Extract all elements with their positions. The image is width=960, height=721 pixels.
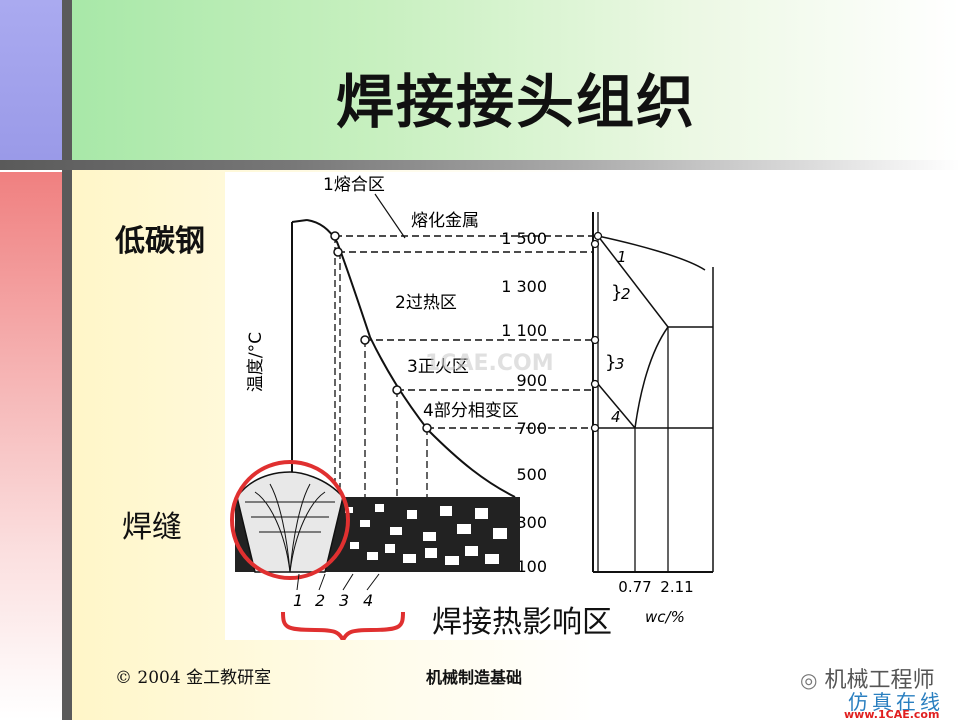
- wechat-icon: ◎: [800, 668, 818, 692]
- bottom-zone-1: 1: [293, 591, 303, 610]
- zone-label-1: 1熔合区: [323, 175, 385, 195]
- watermark-sub: 仿真在线: [848, 690, 944, 714]
- phase-point-1450: [590, 239, 600, 249]
- curve-point-1b: [333, 247, 343, 257]
- brace-3: }: [605, 352, 616, 373]
- curve-point-3: [392, 385, 402, 395]
- tick-1500: 1 500: [501, 229, 547, 248]
- solidus-line: [597, 235, 669, 328]
- phase-point-1100: [590, 335, 600, 345]
- footer-course: 机械制造基础: [426, 668, 523, 687]
- bottom-zone-3: 3: [339, 591, 349, 610]
- weld-bead: [236, 471, 344, 573]
- bottom-zone-2: 2: [315, 591, 325, 610]
- grain-texture: [345, 504, 507, 565]
- diagram-svg: 温度/°C 1熔合区 熔化金属 2过热区 3正火区 4部分相变区 1CAE.C: [230, 175, 714, 645]
- center-watermark: 1CAE.COM: [425, 351, 554, 376]
- watermark-logo: ◎ 机械工程师: [800, 662, 934, 694]
- weld-joint-diagram: 温度/°C 1熔合区 熔化金属 2过热区 3正火区 4部分相变区 1CAE.C: [225, 172, 725, 645]
- zone-1-leader: [374, 193, 406, 239]
- watermark-logo-text: 机械工程师: [824, 668, 935, 693]
- tick-500: 500: [516, 465, 547, 484]
- tick-300: 300: [516, 513, 547, 532]
- slide-title: 焊接接头组织: [335, 68, 696, 136]
- zone-label-molten: 熔化金属: [411, 211, 479, 231]
- footer-copyright: © 2004 金工教研室: [115, 668, 272, 688]
- weld-bead-lines: [245, 483, 335, 573]
- carbon-axis-label: wc/%: [645, 608, 685, 626]
- haz-bracket: [281, 611, 405, 645]
- acm-line: [634, 326, 669, 429]
- vertical-divider: [62, 0, 72, 720]
- bottom-zone-4: 4: [363, 591, 373, 610]
- tick-1300: 1 300: [501, 277, 547, 296]
- label-haz: 焊接热影响区: [432, 605, 612, 640]
- phase-point-700: [590, 423, 600, 433]
- zone-label-2: 2过热区: [395, 293, 457, 313]
- corner-block-top: [0, 0, 62, 160]
- tick-100: 100: [516, 557, 547, 576]
- corner-block-bottom: [0, 172, 62, 720]
- y-axis-label: 温度/°C: [246, 332, 266, 392]
- tick-1100: 1 100: [501, 321, 547, 340]
- horizontal-divider: [0, 160, 960, 170]
- brace-2: }: [611, 282, 622, 303]
- carbon-tick-211: 2.11: [660, 578, 693, 596]
- phase-zone-1: 1: [617, 248, 627, 266]
- phase-zone-4: 4: [611, 408, 621, 426]
- phase-zone-3: 3: [615, 355, 625, 373]
- watermark-url: www.1CAE.com: [844, 708, 940, 721]
- curve-point-1: [330, 231, 340, 241]
- weld-highlight-circle: [230, 460, 350, 580]
- phase-point-900: [590, 379, 600, 389]
- tick-900: 900: [516, 371, 547, 390]
- a3-line: [597, 383, 636, 429]
- tick-700: 700: [516, 419, 547, 438]
- zone-label-3: 3正火区: [407, 357, 469, 377]
- label-weld: 焊缝: [122, 510, 182, 545]
- bottom-leaders: [296, 573, 380, 591]
- zone-label-4: 4部分相变区: [423, 401, 519, 421]
- curve-point-2: [360, 335, 370, 345]
- liquidus-line: [597, 235, 706, 271]
- phase-zone-2: 2: [621, 285, 631, 303]
- top-left-cap: [291, 219, 308, 223]
- carbon-tick-077: 0.77: [618, 578, 651, 596]
- phase-point-1500: [593, 231, 603, 241]
- title-background: [72, 0, 960, 160]
- curve-point-4: [422, 423, 432, 433]
- label-low-carbon-steel: 低碳钢: [115, 224, 205, 259]
